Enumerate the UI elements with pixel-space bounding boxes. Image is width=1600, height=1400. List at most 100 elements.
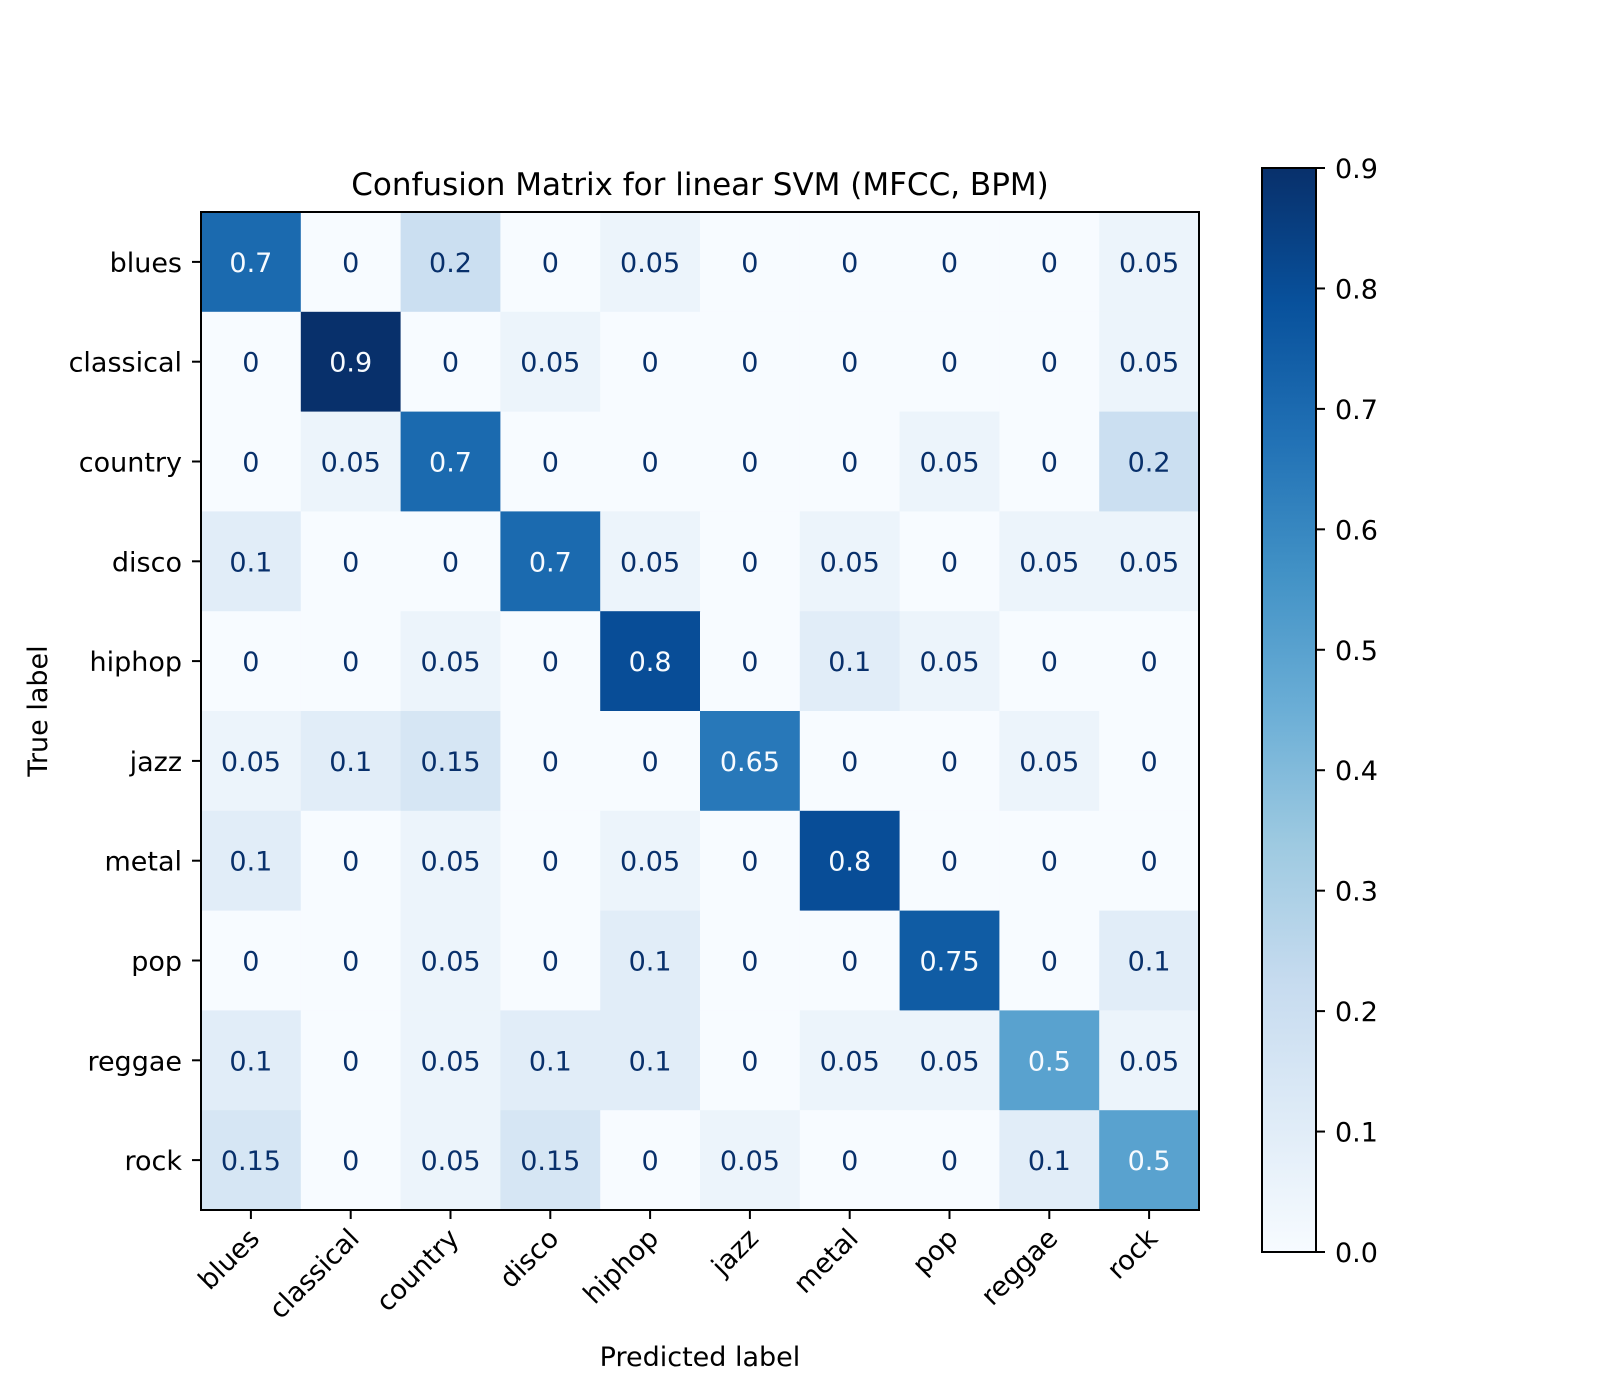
cell-value-label: 0.15 xyxy=(520,1146,580,1177)
heatmap-cell xyxy=(201,711,302,812)
x-tick-label: pop xyxy=(907,1223,965,1281)
colorbar-tick-label: 0.0 xyxy=(1335,1238,1378,1269)
heatmap-cell xyxy=(700,311,801,413)
heatmap-cell xyxy=(300,711,402,812)
colorbar-tick-label: 0.8 xyxy=(1335,274,1378,305)
cell-value-label: 0 xyxy=(941,1146,958,1177)
heatmap-cell xyxy=(899,810,1000,912)
cell-value-label: 0.65 xyxy=(720,747,780,778)
heatmap-cell xyxy=(999,511,1100,612)
heatmap-cell xyxy=(1099,1110,1200,1211)
heatmap-cell xyxy=(201,212,302,313)
cell-value-label: 0 xyxy=(542,248,559,279)
cell-value-label: 0 xyxy=(741,348,758,379)
cell-value-label: 0.1 xyxy=(828,647,871,678)
cell-value-label: 0.05 xyxy=(919,1046,979,1077)
heatmap-cell xyxy=(799,311,901,413)
colorbar-tick-label: 0.3 xyxy=(1335,877,1378,908)
cell-value-label: 0.7 xyxy=(529,547,572,578)
heatmap-cell xyxy=(400,810,501,912)
cell-value-label: 0 xyxy=(841,448,858,479)
heatmap-cell xyxy=(300,212,402,313)
cell-value-label: 0.05 xyxy=(1119,348,1179,379)
cell-value-label: 0.05 xyxy=(321,448,381,479)
heatmap-cell xyxy=(600,212,701,313)
chart-title: Confusion Matrix for linear SVM (MFCC, B… xyxy=(351,167,1049,203)
colorbar-tick-label: 0.9 xyxy=(1335,154,1378,185)
cell-value-label: 0 xyxy=(342,947,359,978)
cell-value-label: 0 xyxy=(741,647,758,678)
cell-value-label: 0 xyxy=(442,547,459,578)
heatmap-cell xyxy=(600,411,701,512)
heatmap-cell xyxy=(1099,311,1200,413)
cell-value-label: 0.1 xyxy=(529,1046,572,1077)
heatmap-cell xyxy=(300,611,402,712)
cell-value-label: 0.05 xyxy=(420,947,480,978)
x-tick-label: jazz xyxy=(705,1223,765,1283)
heatmap-cell xyxy=(600,1110,701,1211)
heatmap-cells xyxy=(201,212,1200,1211)
heatmap-cell xyxy=(500,711,601,812)
y-tick-label: blues xyxy=(110,248,182,279)
heatmap-cell xyxy=(201,311,302,413)
cell-value-label: 0 xyxy=(242,448,259,479)
heatmap-cell xyxy=(500,511,601,612)
heatmap-cell xyxy=(799,611,901,712)
cell-value-label: 0 xyxy=(841,947,858,978)
heatmap-cell xyxy=(600,1010,701,1111)
cell-value-label: 0 xyxy=(941,547,958,578)
cell-value-label: 0.05 xyxy=(820,1046,880,1077)
heatmap-cell xyxy=(999,810,1100,912)
x-tick-label: reggae xyxy=(975,1223,1064,1312)
heatmap-cell-labels: 0.7 0 0.2 0 0.05 0 0 0 0 0.05 0 0.9 0 0.05 0 0 0 0 0 0.05 0 0… xyxy=(221,248,1179,1177)
cell-value-label: 0.5 xyxy=(1128,1146,1171,1177)
heatmap-cell xyxy=(1099,411,1200,512)
cell-value-label: 0.05 xyxy=(820,547,880,578)
y-tick-label: country xyxy=(79,448,182,479)
cell-value-label: 0.05 xyxy=(720,1146,780,1177)
cell-value-label: 0.1 xyxy=(1028,1146,1071,1177)
cell-value-label: 0.2 xyxy=(1128,448,1171,479)
cell-value-label: 0.05 xyxy=(420,1146,480,1177)
heatmap-cell xyxy=(400,311,501,413)
heatmap-cell xyxy=(899,1010,1000,1111)
x-tick-label: metal xyxy=(788,1223,865,1300)
cell-value-label: 0.05 xyxy=(919,448,979,479)
heatmap-cell xyxy=(201,1010,302,1111)
heatmap-cell xyxy=(1099,1010,1200,1111)
heatmap-cell xyxy=(700,511,801,612)
heatmap-cell xyxy=(999,611,1100,712)
heatmap-cell xyxy=(799,511,901,612)
cell-value-label: 0.05 xyxy=(420,847,480,878)
y-tick-label: pop xyxy=(131,947,182,978)
heatmap-cell xyxy=(999,711,1100,812)
heatmap-cell xyxy=(500,1010,601,1111)
heatmap-cell xyxy=(400,1010,501,1111)
cell-value-label: 0.1 xyxy=(329,747,372,778)
heatmap-cell xyxy=(899,411,1000,512)
cell-value-label: 0 xyxy=(741,547,758,578)
cell-value-label: 0.05 xyxy=(221,747,281,778)
heatmap-cell xyxy=(400,212,501,313)
heatmap-cell xyxy=(201,1110,302,1211)
colorbar-tick-label: 0.5 xyxy=(1335,636,1378,667)
cell-value-label: 0 xyxy=(941,847,958,878)
cell-value-label: 0 xyxy=(1041,448,1058,479)
cell-value-label: 0 xyxy=(941,248,958,279)
colorbar-tick-label: 0.2 xyxy=(1335,997,1378,1028)
cell-value-label: 0.2 xyxy=(429,248,472,279)
heatmap-cell xyxy=(500,910,601,1011)
cell-value-label: 0.5 xyxy=(1028,1046,1071,1077)
cell-value-label: 0.8 xyxy=(629,647,672,678)
heatmap-cell xyxy=(400,511,501,612)
heatmap-cell xyxy=(400,711,501,812)
cell-value-label: 0 xyxy=(1041,348,1058,379)
y-tick-label: disco xyxy=(112,547,182,578)
cell-value-label: 0.1 xyxy=(229,847,272,878)
colorbar-tick-label: 0.4 xyxy=(1335,756,1378,787)
cell-value-label: 0 xyxy=(342,1146,359,1177)
cell-value-label: 0.1 xyxy=(629,947,672,978)
y-tick-label: jazz xyxy=(129,747,182,778)
heatmap-cell xyxy=(799,212,901,313)
